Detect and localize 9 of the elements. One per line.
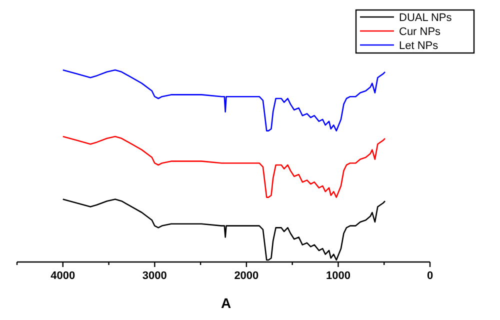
x-axis-title: A bbox=[220, 295, 232, 311]
x-tick-label: 3000 bbox=[142, 270, 167, 282]
legend-label: Let NPs bbox=[399, 40, 439, 52]
legend-label: DUAL NPs bbox=[399, 12, 452, 24]
legend-label: Cur NPs bbox=[399, 26, 442, 38]
x-tick-label: 1000 bbox=[326, 270, 350, 282]
x-tick-label: 0 bbox=[426, 270, 434, 282]
x-tick-label: 2000 bbox=[234, 270, 259, 282]
x-tick-label: 4000 bbox=[50, 270, 76, 282]
